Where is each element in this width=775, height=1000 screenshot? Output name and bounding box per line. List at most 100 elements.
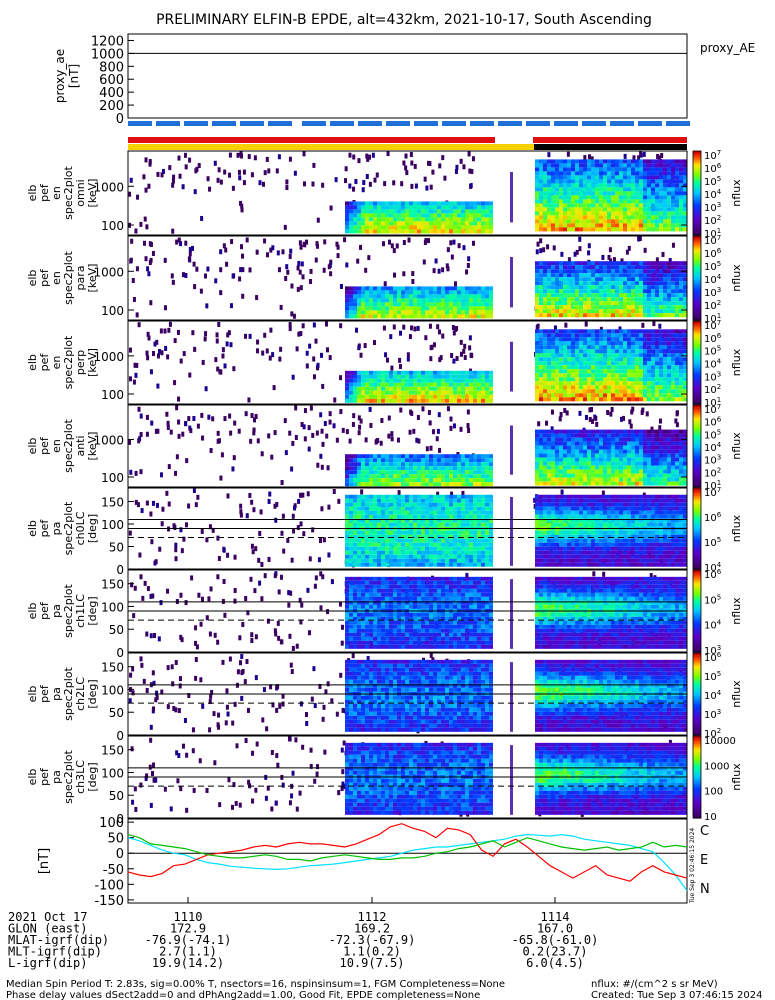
spectrogram-cell [571,365,575,370]
spectrogram-cell [417,390,421,395]
spectrogram-cell [575,175,579,180]
spectrogram-cell [599,297,603,302]
spectrogram-cell [539,159,543,164]
spectrogram-cell [465,209,469,214]
spectrogram-cell [667,393,671,398]
noise-speck [407,237,411,243]
spectrogram-cell [663,461,667,466]
spectrogram-cell [659,171,663,176]
spectrogram-cell [619,179,623,184]
spectrogram-cell [417,482,421,487]
spectrogram-cell [397,205,401,210]
spectrogram-cell [679,261,683,266]
spectrogram-cell [405,370,409,375]
spectrogram-cell [643,445,647,450]
spectrogram-cell [615,195,619,200]
spectrogram-cell [683,163,687,168]
spectrogram-cell [563,445,567,450]
spectrogram-cell [353,298,357,303]
spectrogram-cell [603,195,607,200]
spectrogram-cell [381,382,385,387]
spectrogram-cell [437,370,441,375]
spectrogram-cell [425,229,429,234]
spectrogram-cell [623,381,627,386]
spectrogram-cell [373,286,377,291]
noise-speck [393,272,397,278]
spectrogram-cell [671,163,675,168]
spectrogram-cell [639,397,643,402]
spectrogram-cell [579,289,583,294]
spectrogram-cell [361,458,365,463]
spectrogram-cell [571,163,575,168]
spectrogram-cell [579,393,583,398]
spectrogram-cell [647,481,651,486]
noise-speck [251,549,255,555]
spectrogram-cell [655,313,659,318]
noise-speck [252,430,256,436]
spectrogram-cell [539,171,543,176]
spectrogram-cell [607,261,611,266]
spectrogram-cell [449,378,453,383]
spectrogram-cell [397,201,401,206]
spectrogram-cell [417,306,421,311]
spectrogram-cell [433,221,437,226]
spectrogram-cell [679,297,683,302]
spectrogram-cell [651,481,655,486]
spectrogram-cell [397,394,401,399]
spectrogram-cell [421,474,425,479]
spectrogram-cell [433,470,437,475]
noise-speck [352,154,356,160]
spectrogram-cell [663,215,667,220]
spectrogram-cell [539,373,543,378]
noise-speck [160,350,164,356]
noise-speck [254,546,258,552]
colorbar-cell [693,163,701,167]
spectrogram-cell [425,298,429,303]
spectrogram-cell [539,441,543,446]
spectrogram-cell [575,449,579,454]
spectrogram-cell [659,309,663,314]
ytick-label: 1000 [93,350,124,364]
spectrogram-cell [619,397,623,402]
spectrogram-cell [599,385,603,390]
spectrogram-cell [401,370,405,375]
spectrogram-cell [357,225,361,230]
spectrogram-cell [579,273,583,278]
noise-speck [299,244,303,250]
spectrogram-cell [655,207,659,212]
spectrogram-cell [655,377,659,382]
spectrogram-cell [619,261,623,266]
spectrogram-cell [477,474,481,479]
spectrogram-cell [607,341,611,346]
spectrogram-cell [453,398,457,403]
spectrogram-cell [385,454,389,459]
spectrogram-cell [579,159,583,164]
spectrogram-cell [571,215,575,220]
noise-speck [374,439,378,445]
colorbar-cell [693,370,701,374]
spectrogram-cell [555,337,559,342]
spectrogram-cell [571,461,575,466]
spectrogram-cell [599,373,603,378]
noise-speck [359,352,363,358]
spectrogram-cell [579,227,583,232]
spectrogram-cell [409,482,413,487]
noise-speck [263,238,267,244]
spectrogram-cell [639,215,643,220]
spectrogram-cell [469,314,473,319]
spectrogram-cell [465,221,469,226]
spectrogram-cell [437,221,441,226]
spectrogram-cell [599,445,603,450]
spectrogram-cell [655,349,659,354]
spectrogram-cell [659,175,663,180]
spectrogram-cell [667,477,671,482]
spectrogram-cell [643,159,647,164]
spectrogram-cell [647,345,651,350]
noise-speck [298,269,302,275]
spectrogram-cell [603,227,607,232]
noise-speck [236,152,240,158]
spectrogram-cell [599,305,603,310]
noise-speck [410,183,414,189]
noise-speck [410,325,414,331]
spectrogram-cell [579,357,583,362]
